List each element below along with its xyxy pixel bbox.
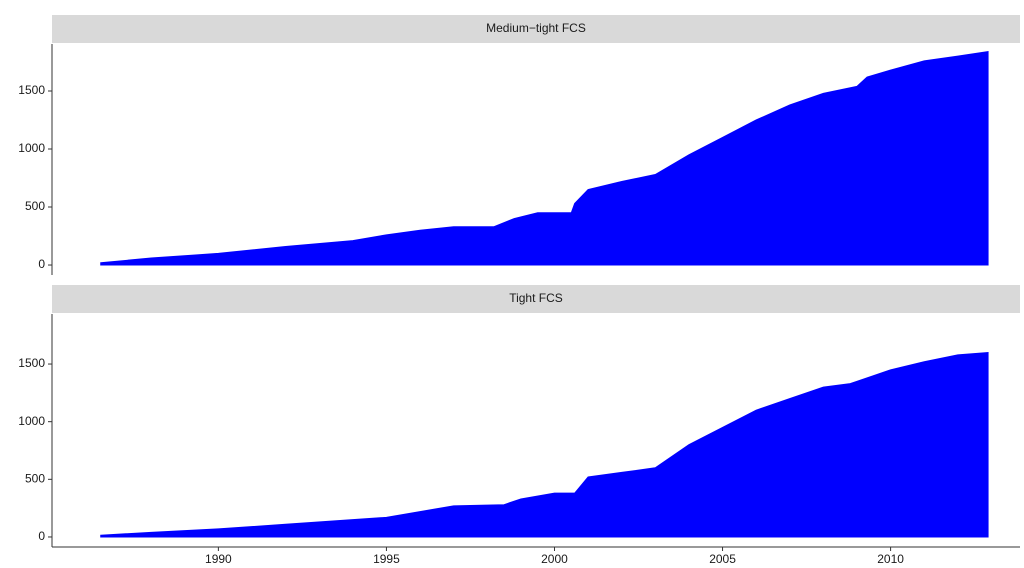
point-cloud xyxy=(100,351,989,538)
y-tick-label: 500 xyxy=(25,199,45,213)
x-tick-label: 1990 xyxy=(205,552,232,566)
y-tick-label: 1500 xyxy=(18,356,45,370)
panel-title: Medium−tight FCS xyxy=(486,21,586,35)
x-tick-label: 2000 xyxy=(541,552,568,566)
x-tick-label: 1995 xyxy=(373,552,400,566)
x-tick-label: 2010 xyxy=(877,552,904,566)
y-tick-label: 1500 xyxy=(18,83,45,97)
y-tick-label: 0 xyxy=(38,257,45,271)
strip xyxy=(52,15,1020,43)
y-tick-label: 0 xyxy=(38,529,45,543)
x-tick-label: 2005 xyxy=(709,552,736,566)
strip xyxy=(52,285,1020,313)
y-tick-label: 1000 xyxy=(18,141,45,155)
point-cloud xyxy=(100,50,989,266)
y-tick-label: 1000 xyxy=(18,414,45,428)
panel-title: Tight FCS xyxy=(509,291,563,305)
y-tick-label: 500 xyxy=(25,471,45,485)
